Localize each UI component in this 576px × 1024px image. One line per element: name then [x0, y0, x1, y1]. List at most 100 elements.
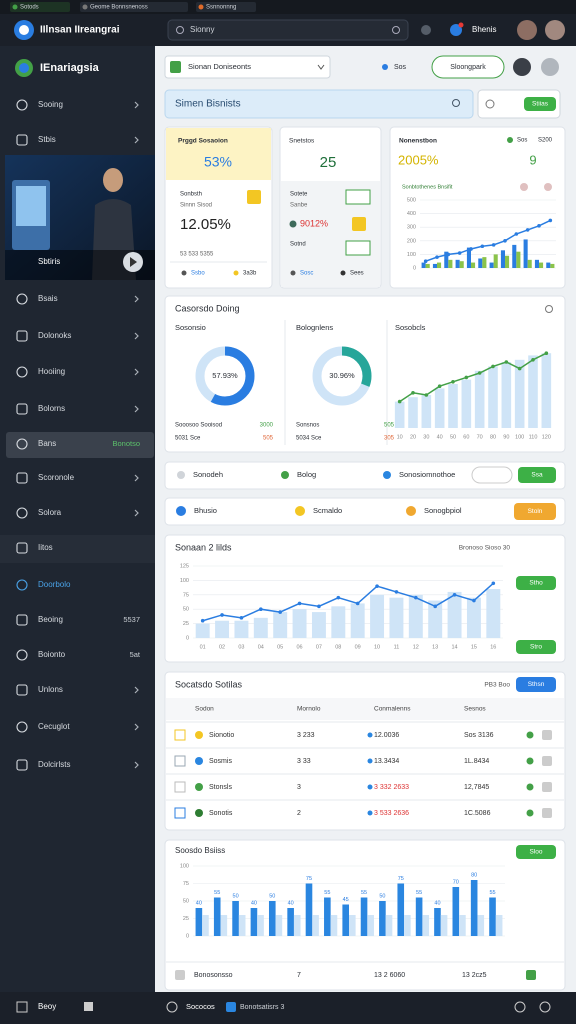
bar: [546, 262, 551, 268]
donut-arc: [312, 346, 372, 406]
avatar[interactable]: [517, 20, 537, 40]
icon[interactable]: [526, 783, 534, 791]
panel-button[interactable]: [516, 576, 556, 590]
card-value: 2005%: [398, 152, 439, 167]
tab-button[interactable]: [514, 503, 556, 520]
panel-button-label[interactable]: Stho: [529, 580, 543, 587]
bar: [312, 915, 319, 936]
x-tick-label: 01: [200, 644, 206, 650]
nav-icon: [16, 330, 28, 342]
icon[interactable]: [526, 809, 534, 817]
search-box[interactable]: [167, 19, 409, 41]
dropdown[interactable]: [164, 55, 331, 79]
notification-dot: [458, 22, 464, 28]
point: [464, 375, 469, 380]
icon-button[interactable]: [450, 24, 462, 36]
nav-item[interactable]: Scoronole: [38, 473, 75, 482]
window-tab[interactable]: [196, 2, 256, 12]
panel-button-label[interactable]: Sloo: [529, 849, 542, 856]
row-action[interactable]: [542, 782, 552, 792]
search-icon: [452, 99, 460, 107]
avatar[interactable]: [513, 58, 531, 76]
card-title: Snetstos: [289, 138, 315, 145]
video-person: [103, 168, 123, 192]
nav-item[interactable]: Unlons: [38, 685, 63, 694]
icon: [82, 4, 88, 10]
donut-row-value: 3000: [260, 423, 274, 429]
nav-item[interactable]: Beoing: [38, 615, 63, 624]
bar: [516, 251, 521, 268]
table-cell: 1C.5086: [464, 810, 491, 817]
filter-item[interactable]: Sonodeh: [193, 470, 223, 479]
bar: [477, 915, 485, 936]
button[interactable]: [431, 55, 505, 79]
bar: [512, 244, 517, 268]
window-tab[interactable]: [80, 2, 188, 12]
bar: [215, 620, 230, 638]
tab-item[interactable]: Sonogbpiol: [424, 506, 462, 515]
nav-item[interactable]: Boionto: [38, 650, 66, 659]
row-icon: [174, 807, 186, 819]
row-action[interactable]: [542, 808, 552, 818]
icon[interactable]: [526, 757, 534, 765]
nav-item[interactable]: Hooiing: [38, 367, 65, 376]
panel-button-label[interactable]: Sthsn: [528, 681, 545, 688]
point: [424, 393, 429, 397]
point: [435, 255, 439, 259]
avatar[interactable]: [545, 20, 565, 40]
panel-button[interactable]: [516, 845, 556, 859]
nav-item[interactable]: Bans: [38, 439, 56, 448]
bar: [434, 908, 441, 936]
nav-item[interactable]: Iitos: [38, 543, 53, 552]
filter-button-label[interactable]: Ssa: [531, 472, 543, 479]
icon[interactable]: [526, 731, 534, 739]
tab-item[interactable]: Bhusio: [194, 506, 217, 515]
donut-row: 5034 Sce: [296, 436, 322, 442]
bar: [408, 397, 418, 428]
footer-cell: 13 2cz5: [462, 972, 487, 979]
tab-button-label[interactable]: Stoln: [528, 508, 543, 515]
bar: [293, 915, 301, 936]
nav-item[interactable]: Dolcirlsts: [38, 760, 70, 769]
bar: [489, 897, 496, 936]
card-toggle[interactable]: [345, 189, 371, 205]
nav-item[interactable]: Dolonoks: [38, 331, 71, 340]
nav-item[interactable]: Sooing: [38, 100, 63, 109]
nav-item[interactable]: Bsais: [38, 294, 58, 303]
search-bar[interactable]: [164, 89, 474, 119]
filter-button[interactable]: [518, 467, 556, 483]
window-tab[interactable]: [10, 2, 70, 12]
icon: [12, 4, 18, 10]
panel-button[interactable]: [516, 640, 556, 654]
filter-item[interactable]: Sonosiomnothoe: [399, 470, 455, 479]
filter-item[interactable]: Bolog: [297, 470, 316, 479]
nav-item[interactable]: Bolorns: [38, 404, 65, 413]
button-label[interactable]: Sloongpark: [450, 64, 486, 71]
x-tick-label: 14: [452, 644, 458, 650]
status-icon[interactable]: [539, 1001, 551, 1013]
panel-button[interactable]: [516, 677, 556, 692]
search-button[interactable]: [524, 97, 556, 111]
panel-button-label[interactable]: Stro: [530, 644, 542, 651]
tab-item[interactable]: Scmaldo: [313, 506, 342, 515]
nav-icon: [16, 438, 28, 450]
bar: [495, 915, 503, 936]
status-text: Sos: [394, 64, 407, 71]
nav-item[interactable]: Stbis: [38, 135, 56, 144]
search-button-label[interactable]: Stiias: [532, 101, 549, 108]
nav-item[interactable]: Solora: [38, 508, 62, 517]
icon-button[interactable]: [421, 25, 431, 35]
line: [399, 352, 547, 403]
avatar[interactable]: [541, 58, 559, 76]
data-label: 80: [471, 872, 477, 878]
status-icon[interactable]: [514, 1001, 526, 1013]
bar: [202, 915, 209, 936]
nav-item[interactable]: Doorbolo: [38, 580, 71, 589]
row-action[interactable]: [542, 756, 552, 766]
card-toggle[interactable]: [345, 240, 371, 256]
row-action[interactable]: [542, 730, 552, 740]
nav-item[interactable]: Cecuglot: [38, 722, 70, 731]
icon: [367, 784, 373, 790]
play-icon: [130, 257, 137, 267]
card-subtitle: Sonbtothenes Bnsifit: [402, 184, 453, 190]
